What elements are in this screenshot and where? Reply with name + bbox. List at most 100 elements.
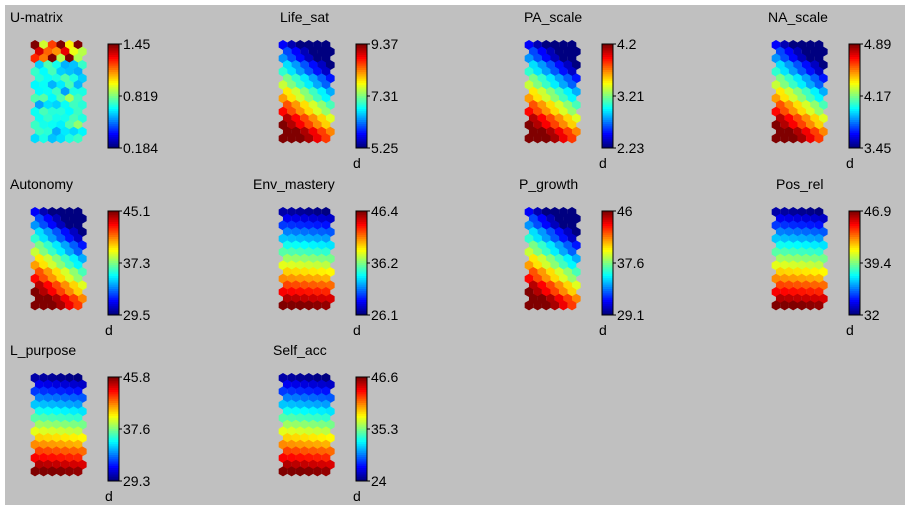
som-unit-hexagon bbox=[47, 40, 57, 50]
colorbar-segment bbox=[356, 429, 367, 432]
som-unit-hexagon bbox=[69, 86, 79, 97]
som-unit-hexagon bbox=[554, 100, 564, 111]
som-unit-hexagon bbox=[278, 439, 288, 450]
colorbar-segment bbox=[108, 276, 119, 279]
som-unit-hexagon bbox=[278, 413, 288, 424]
colorbar-segment bbox=[602, 98, 613, 101]
som-unit-hexagon bbox=[282, 86, 292, 97]
som-unit-hexagon bbox=[43, 459, 53, 470]
som-unit-hexagon bbox=[73, 287, 83, 298]
colorbar-segment bbox=[602, 78, 613, 82]
som-unit-hexagon bbox=[317, 406, 327, 417]
som-unit-hexagon bbox=[541, 40, 551, 50]
colorbar-segment bbox=[849, 254, 860, 257]
som-unit-hexagon bbox=[295, 373, 305, 383]
som-unit-hexagon bbox=[550, 233, 560, 244]
som-unit-hexagon bbox=[793, 240, 802, 251]
som-unit-hexagon bbox=[567, 80, 577, 91]
som-unit-hexagon bbox=[801, 253, 811, 264]
colorbar-segment bbox=[849, 247, 860, 251]
som-unit-hexagon bbox=[69, 227, 79, 238]
som-unit-hexagon bbox=[34, 86, 44, 97]
som-unit-hexagon bbox=[801, 73, 811, 84]
som-unit-hexagon bbox=[278, 247, 288, 258]
som-unit-hexagon bbox=[321, 233, 331, 244]
colorbar-segment bbox=[356, 87, 367, 90]
som-unit-hexagon bbox=[313, 53, 322, 64]
colorbar-segment bbox=[849, 265, 860, 268]
som-unit-hexagon bbox=[571, 293, 581, 304]
colorbar-segment bbox=[108, 409, 119, 413]
som-unit-hexagon bbox=[52, 73, 61, 84]
som-unit-hexagon bbox=[300, 406, 309, 417]
som-unit-hexagon bbox=[65, 80, 74, 91]
colorbar-segment bbox=[108, 52, 119, 56]
som-unit-hexagon bbox=[788, 93, 798, 104]
colorbar-segment bbox=[849, 241, 860, 244]
som-unit-hexagon bbox=[77, 100, 87, 111]
som-unit-hexagon bbox=[47, 80, 57, 91]
colorbar-segment bbox=[602, 46, 613, 49]
som-unit-hexagon bbox=[321, 399, 331, 410]
colorbar-segment bbox=[356, 403, 367, 406]
som-unit-hexagon bbox=[313, 80, 322, 91]
som-unit-hexagon bbox=[325, 100, 335, 111]
som-unit-hexagon bbox=[34, 280, 44, 291]
som-unit-hexagon bbox=[30, 273, 40, 284]
colorbar-segment bbox=[849, 271, 860, 275]
colorbar-segment bbox=[849, 139, 860, 142]
colorbar-segment bbox=[108, 465, 119, 469]
som-unit-hexagon bbox=[56, 287, 66, 298]
som-unit-hexagon bbox=[793, 227, 802, 238]
som-unit-hexagon bbox=[77, 459, 87, 470]
som-unit-hexagon bbox=[287, 93, 296, 104]
colorbar-segment bbox=[849, 70, 860, 73]
colorbar-segment bbox=[108, 297, 119, 301]
som-unit-hexagon bbox=[533, 273, 542, 284]
som-unit-hexagon bbox=[771, 80, 781, 91]
colorbar-tick-label: 0.184 bbox=[123, 140, 159, 156]
som-unit-hexagon bbox=[806, 300, 815, 311]
som-unit-hexagon bbox=[287, 426, 296, 437]
som-unit-hexagon bbox=[810, 227, 820, 238]
colorbar-segment bbox=[356, 126, 367, 129]
som-unit-hexagon bbox=[65, 386, 74, 397]
som-unit-hexagon bbox=[818, 113, 828, 124]
som-unit-hexagon bbox=[313, 466, 322, 477]
som-unit-hexagon bbox=[797, 220, 807, 231]
colorbar-segment bbox=[602, 91, 613, 95]
som-unit-hexagon bbox=[291, 73, 301, 84]
som-unit-hexagon bbox=[39, 106, 48, 117]
colorbar-tick-label: 29.5 bbox=[123, 307, 151, 323]
colorbar-segment bbox=[356, 102, 367, 106]
som-unit-hexagon bbox=[559, 233, 568, 244]
colorbar-segment bbox=[356, 278, 367, 281]
colorbar-segment bbox=[849, 252, 860, 255]
som-unit-hexagon bbox=[533, 106, 542, 117]
som-unit-hexagon bbox=[528, 267, 538, 278]
colorbar-segment bbox=[108, 104, 119, 108]
som-unit-hexagon bbox=[775, 60, 785, 71]
som-unit-hexagon bbox=[52, 446, 61, 457]
som-unit-hexagon bbox=[65, 300, 74, 311]
colorbar-segment bbox=[849, 237, 860, 240]
colorbar-segment bbox=[108, 470, 119, 473]
colorbar-segment bbox=[849, 282, 860, 286]
som-unit-hexagon bbox=[308, 293, 318, 304]
som-unit-hexagon bbox=[537, 46, 547, 57]
som-unit-hexagon bbox=[278, 399, 288, 410]
colorbar-segment bbox=[356, 394, 367, 397]
som-unit-hexagon bbox=[39, 260, 48, 271]
som-unit-hexagon bbox=[788, 287, 798, 298]
som-unit-hexagon bbox=[60, 46, 70, 57]
colorbar-segment bbox=[108, 291, 119, 294]
som-unit-hexagon bbox=[39, 247, 48, 258]
som-unit-hexagon bbox=[291, 280, 301, 291]
som-unit-hexagon bbox=[528, 113, 538, 124]
som-unit-hexagon bbox=[65, 247, 74, 258]
som-unit-hexagon bbox=[65, 40, 74, 50]
colorbar-segment bbox=[356, 461, 367, 465]
som-unit-hexagon bbox=[43, 100, 53, 111]
colorbar-segment bbox=[108, 230, 119, 234]
colorbar-segment bbox=[356, 130, 367, 134]
